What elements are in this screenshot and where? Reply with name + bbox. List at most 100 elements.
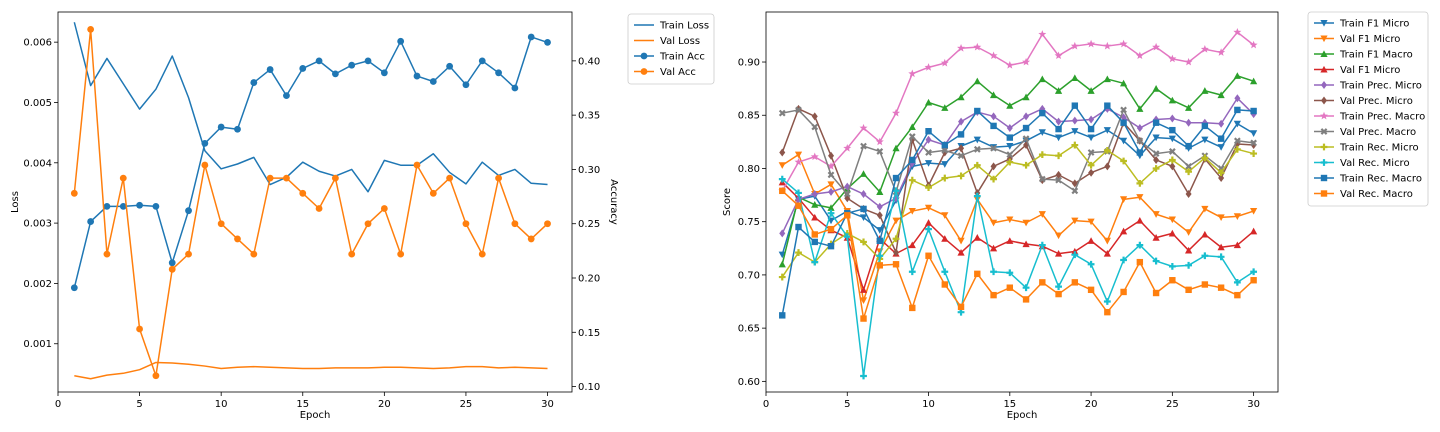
data-point [283, 174, 290, 182]
data-point [1120, 157, 1127, 165]
data-point [429, 189, 437, 197]
data-point [778, 109, 786, 117]
series-val-f1-micro [778, 151, 1258, 305]
data-point [1070, 41, 1079, 50]
data-point [1185, 229, 1193, 236]
data-point [1055, 290, 1062, 298]
data-point [1200, 45, 1209, 53]
data-point [1087, 260, 1095, 268]
legend-marker [1320, 128, 1328, 135]
data-point [1006, 134, 1014, 141]
data-point [827, 209, 835, 217]
data-point [1250, 130, 1258, 137]
data-point [1185, 286, 1192, 294]
data-point [364, 57, 372, 65]
data-point [1006, 151, 1014, 159]
data-point [429, 78, 437, 85]
data-point [1168, 156, 1176, 164]
data-point [941, 174, 949, 182]
legend-entry: Train Rec. Micro [1314, 143, 1419, 154]
left-legend: Train Loss Val Loss Train Acc Val Acc [627, 13, 715, 85]
legend-entry: Train Prec. Macro [1314, 112, 1425, 123]
data-point [1071, 251, 1079, 259]
data-point [1054, 51, 1063, 60]
legend-entry: Train F1 Micro [1314, 19, 1409, 30]
data-point [1087, 237, 1095, 244]
y-tick-label: 0.80 [738, 164, 760, 175]
data-point [1071, 217, 1079, 225]
data-point [1217, 169, 1225, 177]
data-point [1234, 94, 1241, 103]
data-point [1217, 91, 1225, 99]
data-point [778, 251, 786, 259]
series-line-train-f1-micro [781, 123, 1255, 255]
data-point [811, 112, 818, 121]
data-point [234, 235, 241, 243]
data-point [973, 136, 981, 144]
data-point [1217, 243, 1225, 251]
data-point [1201, 252, 1209, 260]
data-point [1120, 256, 1127, 264]
data-point [1217, 144, 1225, 151]
data-point [778, 260, 786, 268]
data-point [989, 91, 998, 99]
data-point [925, 184, 932, 192]
data-point [1088, 115, 1095, 124]
legend-label: Val Rec. Macro [1340, 189, 1413, 200]
legend-marker [1320, 159, 1328, 166]
data-point [1217, 48, 1226, 56]
data-point [1185, 190, 1192, 199]
data-point [779, 148, 786, 157]
data-point [843, 233, 851, 240]
data-point [201, 139, 209, 147]
data-point [1218, 119, 1225, 128]
right-chart: 0 5 10 15 20 25 30 0.60 0.65 0.70 0.75 0.80 0.85 0.90… [722, 11, 1429, 421]
data-point [1119, 137, 1128, 145]
left-chart: 0 5 10 15 20 25 30 0.001 0.002 0.003 0.004 0.005 0.0… [10, 11, 715, 421]
data-point [1087, 125, 1095, 133]
data-point [859, 297, 868, 305]
data-point [1152, 150, 1160, 157]
data-point [957, 43, 966, 52]
data-point [990, 162, 997, 171]
data-point [909, 156, 916, 164]
data-point [1071, 116, 1078, 125]
data-point [1104, 308, 1111, 316]
data-point [495, 69, 502, 77]
data-point [1087, 161, 1095, 169]
legend-label: Val F1 Micro [1340, 34, 1400, 45]
data-point [957, 131, 965, 138]
data-point [1201, 122, 1209, 130]
y2-tick-label: 0.25 [578, 219, 600, 230]
data-point [1071, 128, 1079, 135]
y-tick-label: 0.002 [23, 279, 52, 290]
data-point [1135, 51, 1144, 60]
data-point [1087, 87, 1095, 94]
data-point [1136, 149, 1144, 156]
data-point [892, 187, 900, 195]
data-point [973, 234, 981, 241]
data-point [1152, 165, 1160, 172]
data-point [1185, 162, 1192, 170]
data-point [1233, 28, 1242, 36]
series-val-acc [70, 25, 551, 380]
data-point [544, 39, 551, 46]
data-point [779, 312, 786, 319]
x-tick-label: 0 [55, 399, 61, 410]
data-point [103, 250, 111, 258]
data-point [1006, 158, 1014, 166]
y-tick-label: 0.85 [738, 111, 760, 122]
series-line-train-loss [73, 22, 548, 193]
legend-label: Train Loss [659, 21, 709, 32]
data-point [1217, 284, 1225, 291]
data-point [348, 61, 356, 69]
data-point [1071, 247, 1079, 255]
data-point [844, 212, 851, 219]
data-point [1169, 114, 1176, 123]
series-line-train-rec-micro [781, 144, 1254, 278]
data-point [892, 144, 900, 152]
data-point [1119, 196, 1128, 203]
data-point [1185, 118, 1192, 127]
legend-entry: Val F1 Micro [1314, 65, 1400, 76]
data-point [1217, 214, 1225, 222]
